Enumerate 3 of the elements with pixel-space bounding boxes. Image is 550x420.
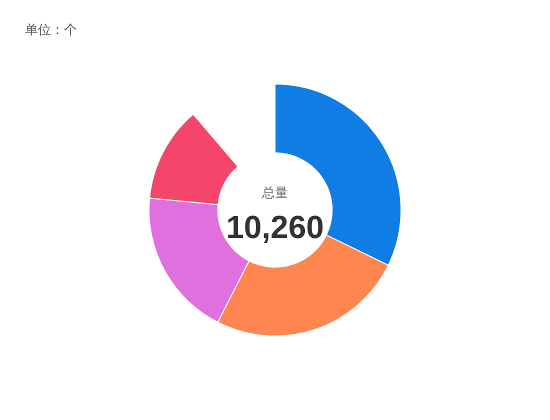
text: 单位：个	[25, 22, 77, 40]
text: 10,260	[225, 208, 325, 246]
text: 总量	[261, 185, 289, 203]
